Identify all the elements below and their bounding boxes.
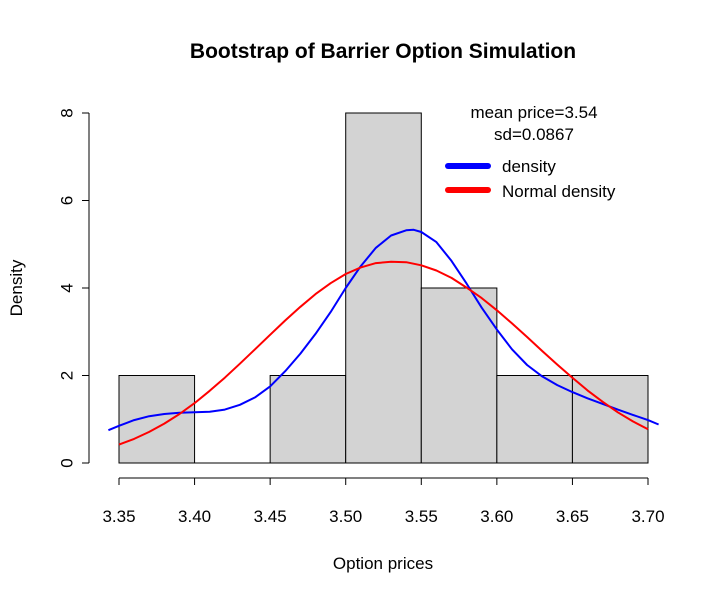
density-curves: [108, 228, 659, 446]
legend: density Normal density: [445, 157, 616, 201]
histogram-bar: [571, 375, 649, 464]
y-axis: 0 2 4 6 8: [57, 108, 90, 468]
y-tick-label: 6: [57, 196, 76, 205]
y-tick-label: 0: [57, 458, 76, 467]
y-tick-label: 4: [57, 283, 76, 292]
histogram-bar: [118, 375, 196, 464]
histogram-bar: [420, 287, 498, 464]
histogram-bars: [118, 112, 649, 464]
y-axis-label: Density: [7, 259, 26, 316]
sd-annotation: sd=0.0867: [494, 125, 574, 144]
chart-title: Bootstrap of Barrier Option Simulation: [190, 40, 576, 63]
x-tick-label: 3.65: [556, 507, 589, 526]
mean-price-annotation: mean price=3.54: [470, 103, 597, 122]
x-tick-label: 3.55: [405, 507, 438, 526]
x-axis-label: Option prices: [333, 554, 433, 573]
x-axis: 3.35 3.40 3.45 3.50 3.55 3.60 3.65 3.70: [102, 477, 665, 526]
curve-normal-density: [118, 260, 649, 446]
x-tick-label: 3.50: [329, 507, 362, 526]
legend-label-normal-density: Normal density: [502, 182, 616, 201]
y-tick-label: 8: [57, 108, 76, 117]
x-tick-label: 3.70: [631, 507, 664, 526]
legend-label-density: density: [502, 157, 556, 176]
histogram-bar: [496, 375, 573, 464]
histogram-bar: [269, 375, 347, 464]
x-tick-label: 3.35: [102, 507, 135, 526]
x-tick-label: 3.40: [178, 507, 211, 526]
x-tick-label: 3.45: [254, 507, 287, 526]
curve-density: [108, 228, 659, 432]
histogram-bar: [345, 112, 422, 464]
y-tick-label: 2: [57, 371, 76, 380]
x-tick-label: 3.60: [480, 507, 513, 526]
